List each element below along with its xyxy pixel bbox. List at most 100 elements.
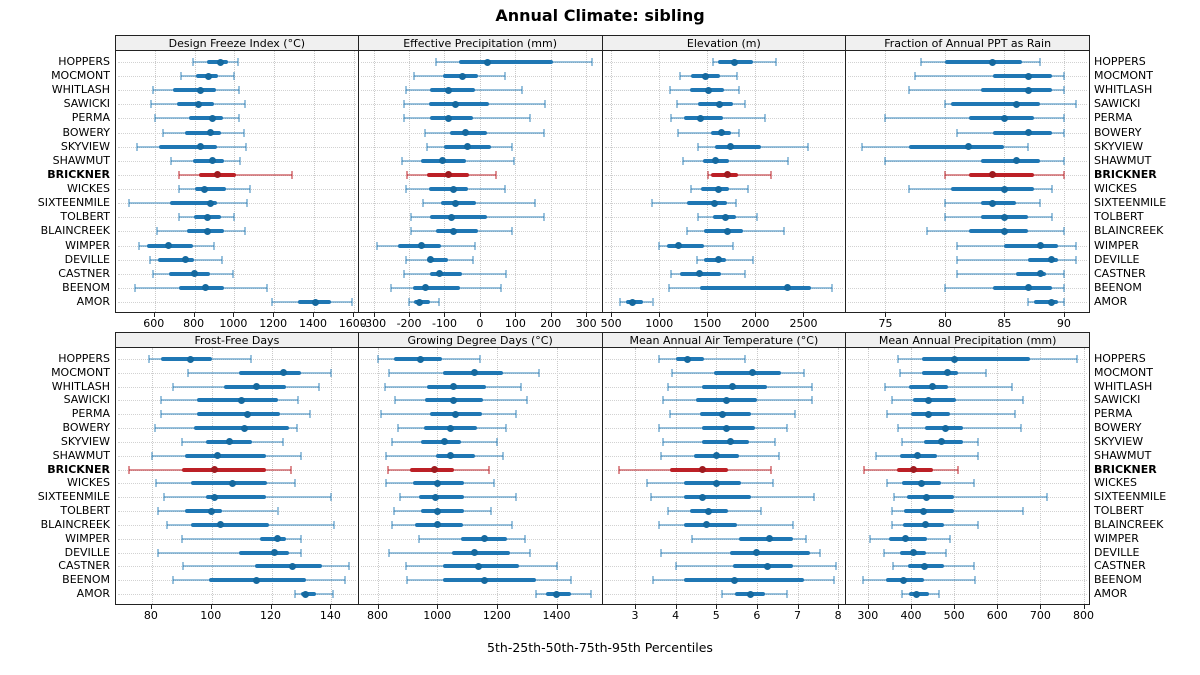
whisker-cap: [148, 255, 151, 264]
whisker-cap: [1027, 298, 1030, 306]
whisker-cap: [398, 493, 401, 502]
axis-tick-label: 1000: [219, 317, 248, 330]
station-label-left-mocmont: MOCMONT: [51, 69, 110, 83]
station-label-left-perma: PERMA: [71, 111, 110, 125]
iqr-box-blaincreek: [190, 522, 269, 527]
median-dot-beenom: [731, 576, 739, 584]
station-label-left-sawicki: SAWICKI: [63, 393, 110, 407]
iqr-box-castner: [255, 564, 323, 569]
station-label-left-wimper: WIMPER: [65, 238, 110, 252]
whisker-cap: [504, 424, 507, 433]
axis-tick-label: 2000: [741, 317, 770, 330]
median-dot-deville: [1048, 256, 1056, 264]
axis-tick: [150, 605, 152, 609]
row-guide: [360, 273, 600, 275]
whisker-cap: [521, 86, 524, 95]
axis-tick: [885, 313, 887, 317]
iqr-box-sawicki: [950, 102, 1041, 107]
station-label-left-bowery: BOWERY: [62, 125, 111, 139]
whisker-cap: [868, 534, 871, 543]
axis-tick: [756, 605, 758, 609]
whisker-cap: [738, 128, 741, 137]
median-dot-hoppers: [216, 58, 224, 66]
gridline: [154, 51, 156, 312]
whisker-deville: [956, 258, 1076, 261]
whisker-cap: [406, 170, 409, 179]
whisker-cap: [133, 283, 136, 292]
whisker-cap: [892, 562, 895, 571]
whisker-cap: [696, 142, 699, 151]
station-label-right-bowery: BOWERY: [1094, 125, 1142, 139]
whisker-cap: [309, 410, 312, 419]
iqr-box-blaincreek: [435, 229, 479, 234]
whisker-cap: [177, 170, 180, 179]
row-guide: [848, 217, 1087, 219]
row-guide: [118, 259, 356, 261]
station-label-left-mocmont: MOCMONT: [51, 365, 110, 379]
row-guide: [118, 203, 356, 205]
whisker-cap: [755, 213, 758, 222]
whisker-cap: [402, 114, 405, 123]
iqr-box-skyview: [715, 144, 762, 149]
gridline: [797, 348, 799, 604]
whisker-cap: [669, 114, 672, 123]
station-label-right-shawmut: SHAWMUT: [1094, 448, 1152, 462]
whisker-cap: [404, 562, 407, 571]
whisker-cap: [890, 396, 893, 405]
gridline: [496, 348, 498, 604]
iqr-box-beenom: [443, 578, 536, 583]
row-guide: [360, 483, 600, 485]
whisker-cap: [171, 576, 174, 585]
median-dot-blaincreek: [1000, 227, 1008, 235]
median-dot-sixteenmile: [207, 199, 214, 207]
median-dot-wimper: [274, 535, 281, 543]
row-guide: [360, 245, 600, 247]
station-label-left-blaincreek: BLAINCREEK: [40, 224, 110, 238]
whisker-cap: [794, 410, 797, 419]
median-dot-amor: [302, 590, 310, 598]
station-label-left-whitlash: WHITLASH: [51, 83, 110, 97]
median-dot-tolbert: [920, 507, 928, 515]
iqr-box-wimper: [259, 536, 287, 541]
row-guide: [360, 441, 600, 443]
row-guide: [360, 118, 600, 120]
median-dot-blaincreek: [921, 521, 929, 529]
panel-header-effective-precipitation-mm: Effective Precipitation (mm): [358, 35, 603, 51]
row-guide: [118, 594, 356, 595]
row-guide: [118, 538, 356, 540]
median-dot-perma: [451, 410, 459, 418]
median-dot-wickes: [712, 479, 720, 487]
whisker-cap: [676, 128, 679, 137]
whisker-cap: [542, 213, 545, 222]
iqr-box-sawicki: [196, 398, 278, 403]
median-dot-wimper: [165, 242, 173, 250]
axis-tick-label: 7: [794, 609, 801, 622]
station-label-right-wimper: WIMPER: [1094, 238, 1139, 252]
row-guide: [848, 552, 1087, 554]
iqr-box-hoppers: [458, 60, 553, 64]
row-guide: [118, 90, 356, 92]
median-dot-skyview: [441, 438, 449, 446]
row-guide: [118, 132, 356, 134]
row-guide: [118, 76, 356, 78]
iqr-box-tolbert: [420, 509, 465, 514]
axis-tick-label: 1000: [423, 609, 452, 622]
whisker-cap: [1013, 410, 1016, 419]
whisker-cap: [738, 86, 741, 95]
whisker-cap: [570, 576, 573, 585]
median-dot-brickner: [444, 171, 452, 179]
whisker-cap: [897, 424, 900, 433]
axis-tick: [312, 313, 314, 317]
axis-tick: [797, 605, 799, 609]
median-dot-amor: [1048, 298, 1056, 306]
axis-tick-label: 1000: [645, 317, 674, 330]
whisker-cap: [249, 185, 252, 194]
median-dot-beenom: [899, 576, 907, 584]
row-guide: [360, 259, 600, 261]
whisker-cap: [976, 451, 979, 460]
whisker-cap: [678, 72, 681, 81]
station-label-left-castner: CASTNER: [58, 559, 110, 573]
median-dot-mocmont: [702, 72, 710, 80]
median-dot-tolbert: [433, 507, 441, 515]
axis-tick-label: 0: [476, 317, 484, 330]
